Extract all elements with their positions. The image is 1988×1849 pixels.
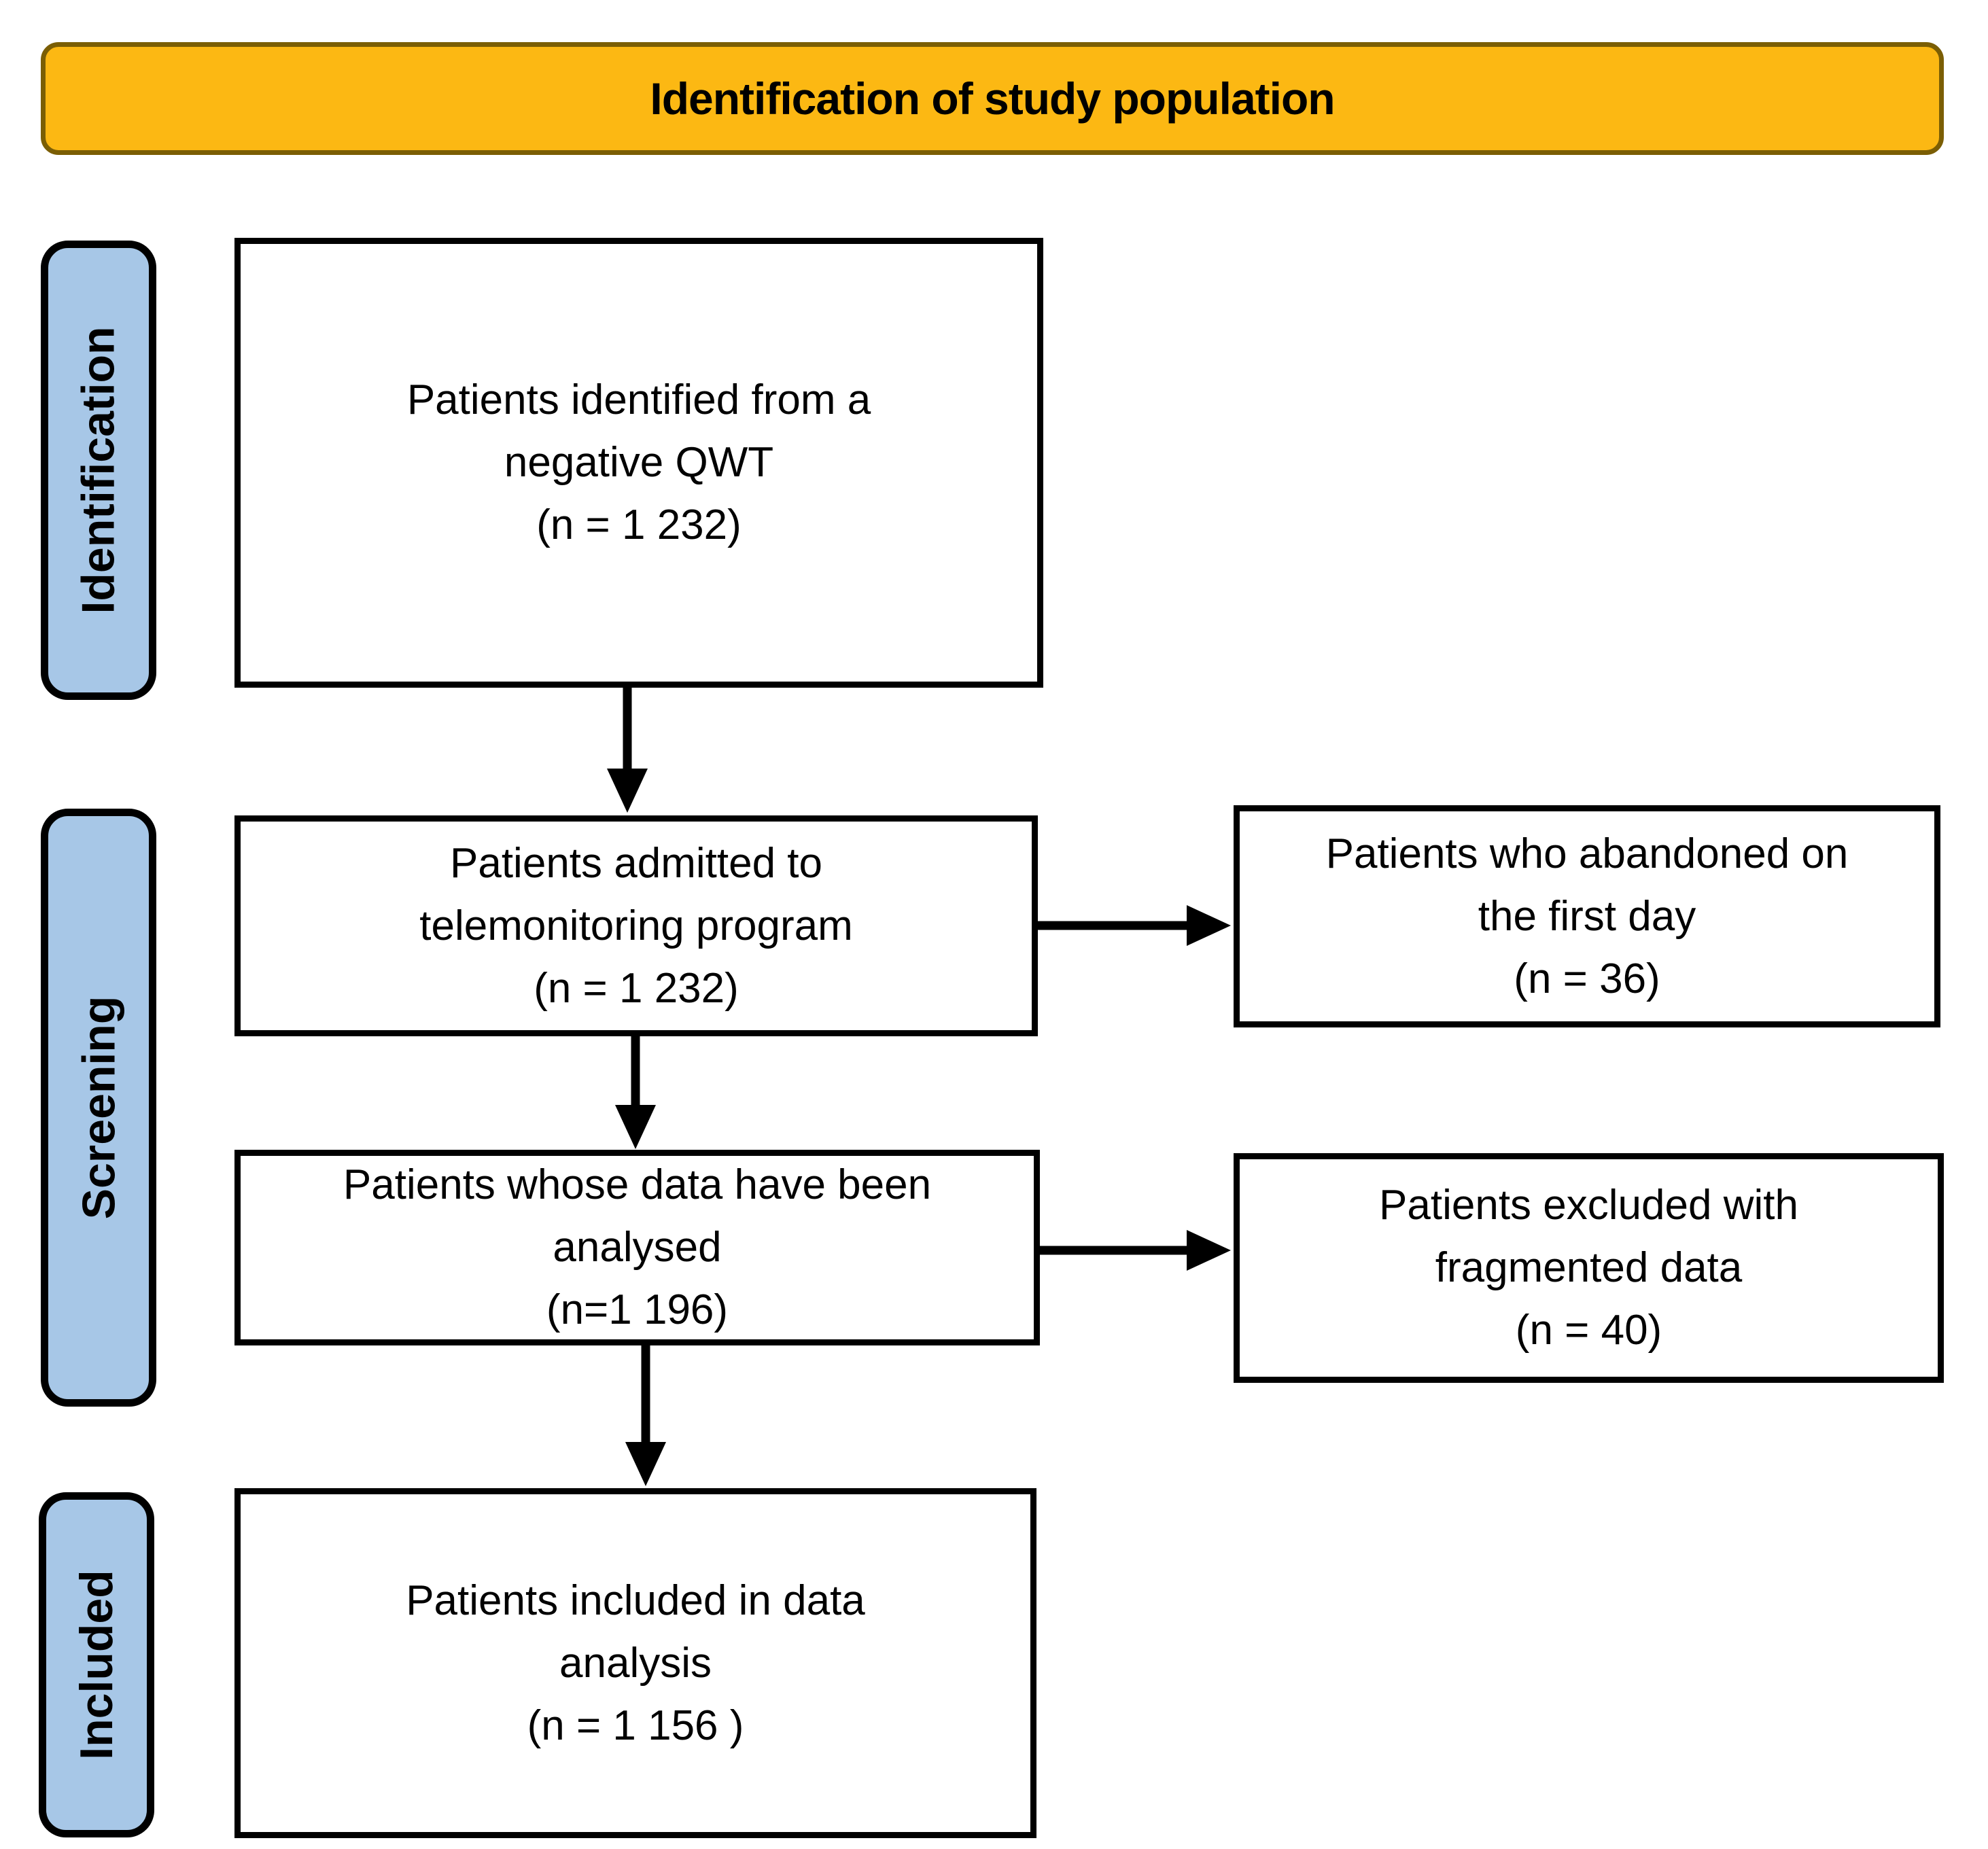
box-patients-abandoned-line: Patients who abandoned on: [1325, 830, 1849, 877]
box-patients-abandoned: Patients who abandoned on the first day …: [1234, 805, 1940, 1027]
box-patients-included-line: analysis: [559, 1639, 712, 1687]
box-patients-included-line: Patients included in data: [406, 1577, 865, 1624]
stage-label-screening: Screening: [41, 809, 156, 1407]
arrow-analysed-to-included: [625, 1343, 666, 1486]
stage-label-identification-text: Identification: [73, 326, 125, 614]
arrow-identified-to-admitted: [607, 685, 648, 813]
arrow-analysed-to-excluded: [1039, 1230, 1231, 1271]
stage-label-included-text: Included: [71, 1570, 123, 1760]
box-patients-excluded-count: (n = 40): [1515, 1307, 1662, 1354]
box-patients-excluded-line: fragmented data: [1435, 1244, 1743, 1291]
box-patients-admitted-line: telemonitoring program: [419, 902, 853, 949]
box-patients-identified-line: negative QWT: [504, 439, 774, 486]
box-patients-identified: Patients identified from a negative QWT …: [234, 238, 1043, 688]
box-patients-abandoned-count: (n = 36): [1514, 955, 1660, 1002]
box-patients-analysed-line: Patients whose data have been: [343, 1161, 932, 1208]
page-title: Identification of study population: [650, 73, 1335, 124]
box-patients-admitted-count: (n = 1 232): [534, 964, 739, 1012]
box-patients-identified-line: Patients identified from a: [406, 376, 871, 423]
title-banner: Identification of study population: [41, 42, 1944, 155]
stage-label-included: Included: [39, 1492, 154, 1837]
stage-label-screening-text: Screening: [73, 996, 124, 1220]
arrow-admitted-to-analysed: [615, 1034, 656, 1149]
box-patients-identified-count: (n = 1 232): [536, 501, 742, 548]
box-patients-analysed: Patients whose data have been analysed (…: [234, 1150, 1040, 1345]
arrow-admitted-to-abandoned: [1037, 905, 1231, 946]
stage-label-identification: Identification: [41, 241, 156, 700]
box-patients-analysed-line: analysed: [553, 1224, 722, 1271]
box-patients-analysed-count: (n=1 196): [546, 1286, 729, 1333]
box-patients-excluded-line: Patients excluded with: [1379, 1182, 1798, 1229]
box-patients-abandoned-line: the first day: [1478, 892, 1696, 940]
box-patients-admitted: Patients admitted to telemonitoring prog…: [234, 815, 1038, 1036]
box-patients-included: Patients included in data analysis (n = …: [234, 1488, 1036, 1838]
box-patients-admitted-line: Patients admitted to: [450, 839, 822, 887]
box-patients-included-count: (n = 1 156 ): [527, 1702, 744, 1749]
box-patients-excluded: Patients excluded with fragmented data (…: [1234, 1153, 1944, 1383]
